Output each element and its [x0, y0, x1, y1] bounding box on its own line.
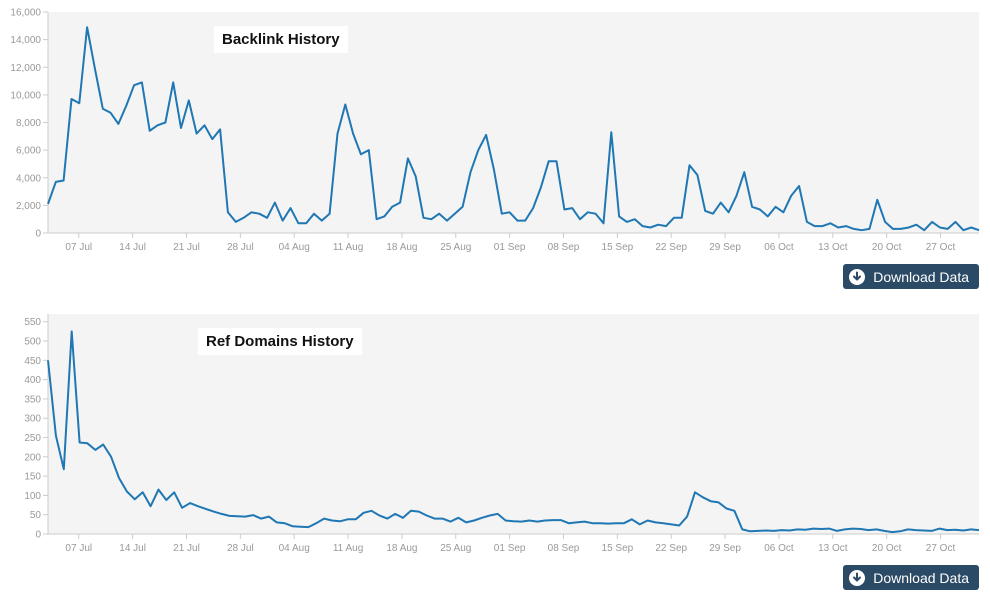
y-tick-label: 100 [24, 491, 41, 502]
x-tick-label: 25 Aug [440, 543, 471, 554]
backlink-download-button[interactable]: Download Data [843, 264, 979, 289]
x-tick-label: 08 Sep [548, 242, 580, 253]
x-tick-label: 22 Sep [655, 242, 687, 253]
series-line [47, 330, 980, 534]
y-tick-label: 0 [35, 530, 41, 541]
x-tick-label: 18 Aug [386, 543, 417, 554]
x-tick-label: 07 Jul [65, 242, 92, 253]
x-tick-label: 25 Aug [440, 242, 471, 253]
y-tick-label: 500 [24, 337, 41, 348]
x-tick-label: 07 Jul [65, 543, 92, 554]
x-tick-label: 28 Jul [227, 242, 254, 253]
plot-area [48, 314, 979, 534]
y-tick-label: 150 [24, 472, 41, 483]
x-tick-label: 14 Jul [119, 543, 146, 554]
download-circle-icon [849, 268, 866, 285]
y-tick-label: 12,000 [10, 63, 41, 74]
x-tick-label: 29 Sep [709, 543, 741, 554]
x-tick-label: 14 Jul [119, 242, 146, 253]
backlink-history-chart: 0 2,000 4,000 6,000 8,000 10,000 12,000 14,000 1… [0, 0, 990, 289]
x-tick-label: 21 Jul [173, 242, 200, 253]
y-tick-label: 16,000 [10, 8, 41, 19]
y-tick-label: 300 [24, 414, 41, 425]
y-tick-label: 8,000 [16, 118, 41, 129]
x-tick-label: 04 Aug [279, 242, 310, 253]
y-tick-label: 10,000 [10, 90, 41, 101]
download-circle-icon [849, 569, 866, 586]
plot-area [48, 12, 979, 233]
y-tick-label: 14,000 [10, 35, 41, 46]
x-tick-label: 13 Oct [818, 242, 848, 253]
ref-domains-history-title: Ref Domains History [198, 328, 362, 355]
backlink-history-title: Backlink History [214, 26, 348, 53]
y-tick-label: 50 [30, 510, 42, 521]
y-tick-label: 4,000 [16, 173, 41, 184]
x-tick-label: 18 Aug [386, 242, 417, 253]
x-tick-label: 29 Sep [709, 242, 741, 253]
x-tick-label: 28 Jul [227, 543, 254, 554]
ref-domains-history-plot: 0 50 100 150 200 250 300 350 400 450 500 550 07 Jul 1… [24, 314, 980, 554]
ref-domains-history-chart: 0 50 100 150 200 250 300 350 400 450 500 550 07 Jul 1… [0, 302, 990, 590]
y-tick-label: 2,000 [16, 201, 41, 212]
y-tick-label: 550 [24, 317, 41, 328]
x-tick-label: 08 Sep [548, 543, 580, 554]
x-tick-label: 22 Sep [655, 543, 687, 554]
x-tick-label: 20 Oct [872, 543, 902, 554]
x-tick-label: 21 Jul [173, 543, 200, 554]
y-tick-label: 0 [35, 229, 41, 240]
x-tick-label: 01 Sep [494, 543, 526, 554]
download-label: Download Data [873, 268, 969, 285]
y-tick-label: 6,000 [16, 146, 41, 157]
y-tick-label: 200 [24, 452, 41, 463]
x-tick-label: 15 Sep [602, 543, 634, 554]
ref-domains-download-button[interactable]: Download Data [843, 565, 979, 590]
x-tick-label: 11 Aug [333, 242, 363, 253]
y-tick-label: 450 [24, 356, 41, 367]
y-tick-label: 250 [24, 433, 41, 444]
series-line [47, 26, 980, 232]
x-tick-label: 27 Oct [926, 242, 956, 253]
x-tick-label: 13 Oct [818, 543, 848, 554]
x-tick-label: 04 Aug [279, 543, 310, 554]
x-tick-label: 06 Oct [764, 543, 794, 554]
y-tick-label: 400 [24, 375, 41, 386]
y-tick-label: 350 [24, 394, 41, 405]
x-tick-label: 27 Oct [926, 543, 956, 554]
backlink-history-plot: 0 2,000 4,000 6,000 8,000 10,000 12,000 14,000 1… [10, 8, 980, 253]
x-tick-label: 06 Oct [764, 242, 794, 253]
x-tick-label: 11 Aug [333, 543, 363, 554]
x-tick-label: 01 Sep [494, 242, 526, 253]
download-label: Download Data [873, 569, 969, 586]
x-tick-label: 20 Oct [872, 242, 902, 253]
x-tick-label: 15 Sep [602, 242, 634, 253]
